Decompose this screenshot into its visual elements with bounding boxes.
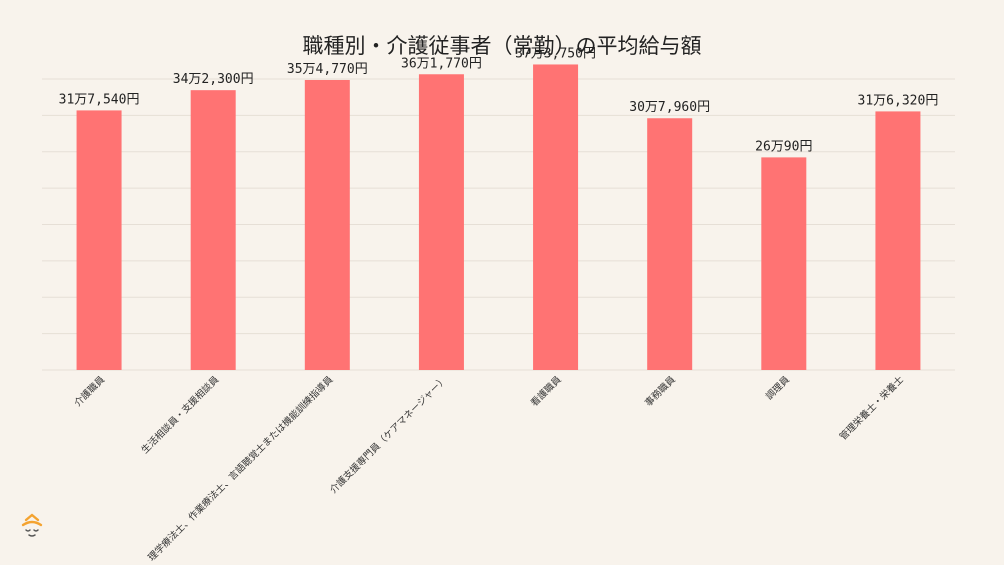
data-label: 36万1,770円: [401, 56, 482, 71]
bar: [533, 64, 579, 370]
bar: [190, 90, 236, 371]
bar: [875, 111, 921, 371]
chart-title: 職種別・介護従事者（常勤）の平均給与額: [302, 34, 702, 58]
data-label: 30万7,960円: [629, 100, 710, 115]
x-tick-label: 介護職員: [72, 373, 108, 409]
bar: [418, 74, 464, 370]
bar: [761, 157, 807, 370]
bar: [304, 79, 350, 370]
x-tick-label: 調理員: [763, 373, 792, 402]
x-tick-label: 事務職員: [642, 373, 678, 409]
data-label: 26万90円: [755, 139, 812, 154]
bar: [76, 110, 122, 371]
data-label: 35万4,770円: [287, 62, 368, 77]
x-tick-label: 生活相談員・支援相談員: [139, 373, 222, 456]
data-label: 34万2,300円: [173, 72, 254, 87]
face-logo-icon: [21, 513, 43, 537]
bar: [647, 118, 693, 370]
data-label: 31万7,540円: [59, 92, 140, 107]
x-tick-label: 理学療法士、作業療法士、言語聴覚士または機能訓練指導員: [146, 373, 336, 563]
x-tick-label: 介護支援専門員（ケアマネージャー）: [327, 374, 449, 496]
data-label: 31万6,320円: [858, 93, 939, 108]
x-tick-label: 管理栄養士・栄養士: [837, 373, 906, 442]
x-tick-label: 看護職員: [528, 373, 564, 409]
data-label: 37万3,750円: [515, 46, 596, 61]
